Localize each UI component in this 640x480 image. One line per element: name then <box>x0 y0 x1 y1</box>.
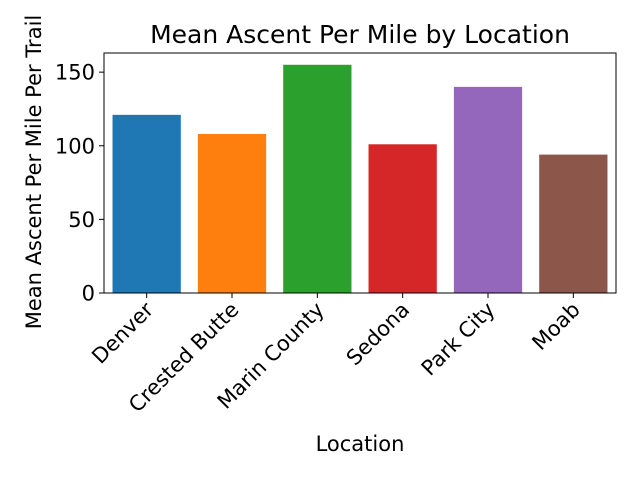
y-tick-label: 0 <box>82 282 95 306</box>
y-tick-label: 50 <box>68 208 95 232</box>
plot-frame <box>103 52 617 294</box>
bars-group <box>112 64 608 294</box>
x-tick-label: Denver <box>87 297 158 368</box>
bar-crested-butte <box>197 133 267 293</box>
y-axis-label: Mean Ascent Per Mile Per Trail <box>22 15 46 329</box>
chart-title: Mean Ascent Per Mile by Location <box>150 20 570 49</box>
bar-denver <box>112 114 181 293</box>
bar-marin-county <box>283 64 352 293</box>
bar-sedona <box>368 144 437 293</box>
bar-moab <box>539 154 608 293</box>
y-tick-label: 150 <box>55 61 95 85</box>
x-tick-label: Moab <box>527 298 584 355</box>
x-axis-label: Location <box>316 432 405 456</box>
bar-park-city <box>453 86 523 294</box>
y-axis-ticks: 0 50 100 150 <box>55 61 104 306</box>
y-tick-label: 100 <box>55 134 95 158</box>
x-tick-label: Park City <box>417 298 500 381</box>
x-tick-label: Sedona <box>342 298 415 371</box>
